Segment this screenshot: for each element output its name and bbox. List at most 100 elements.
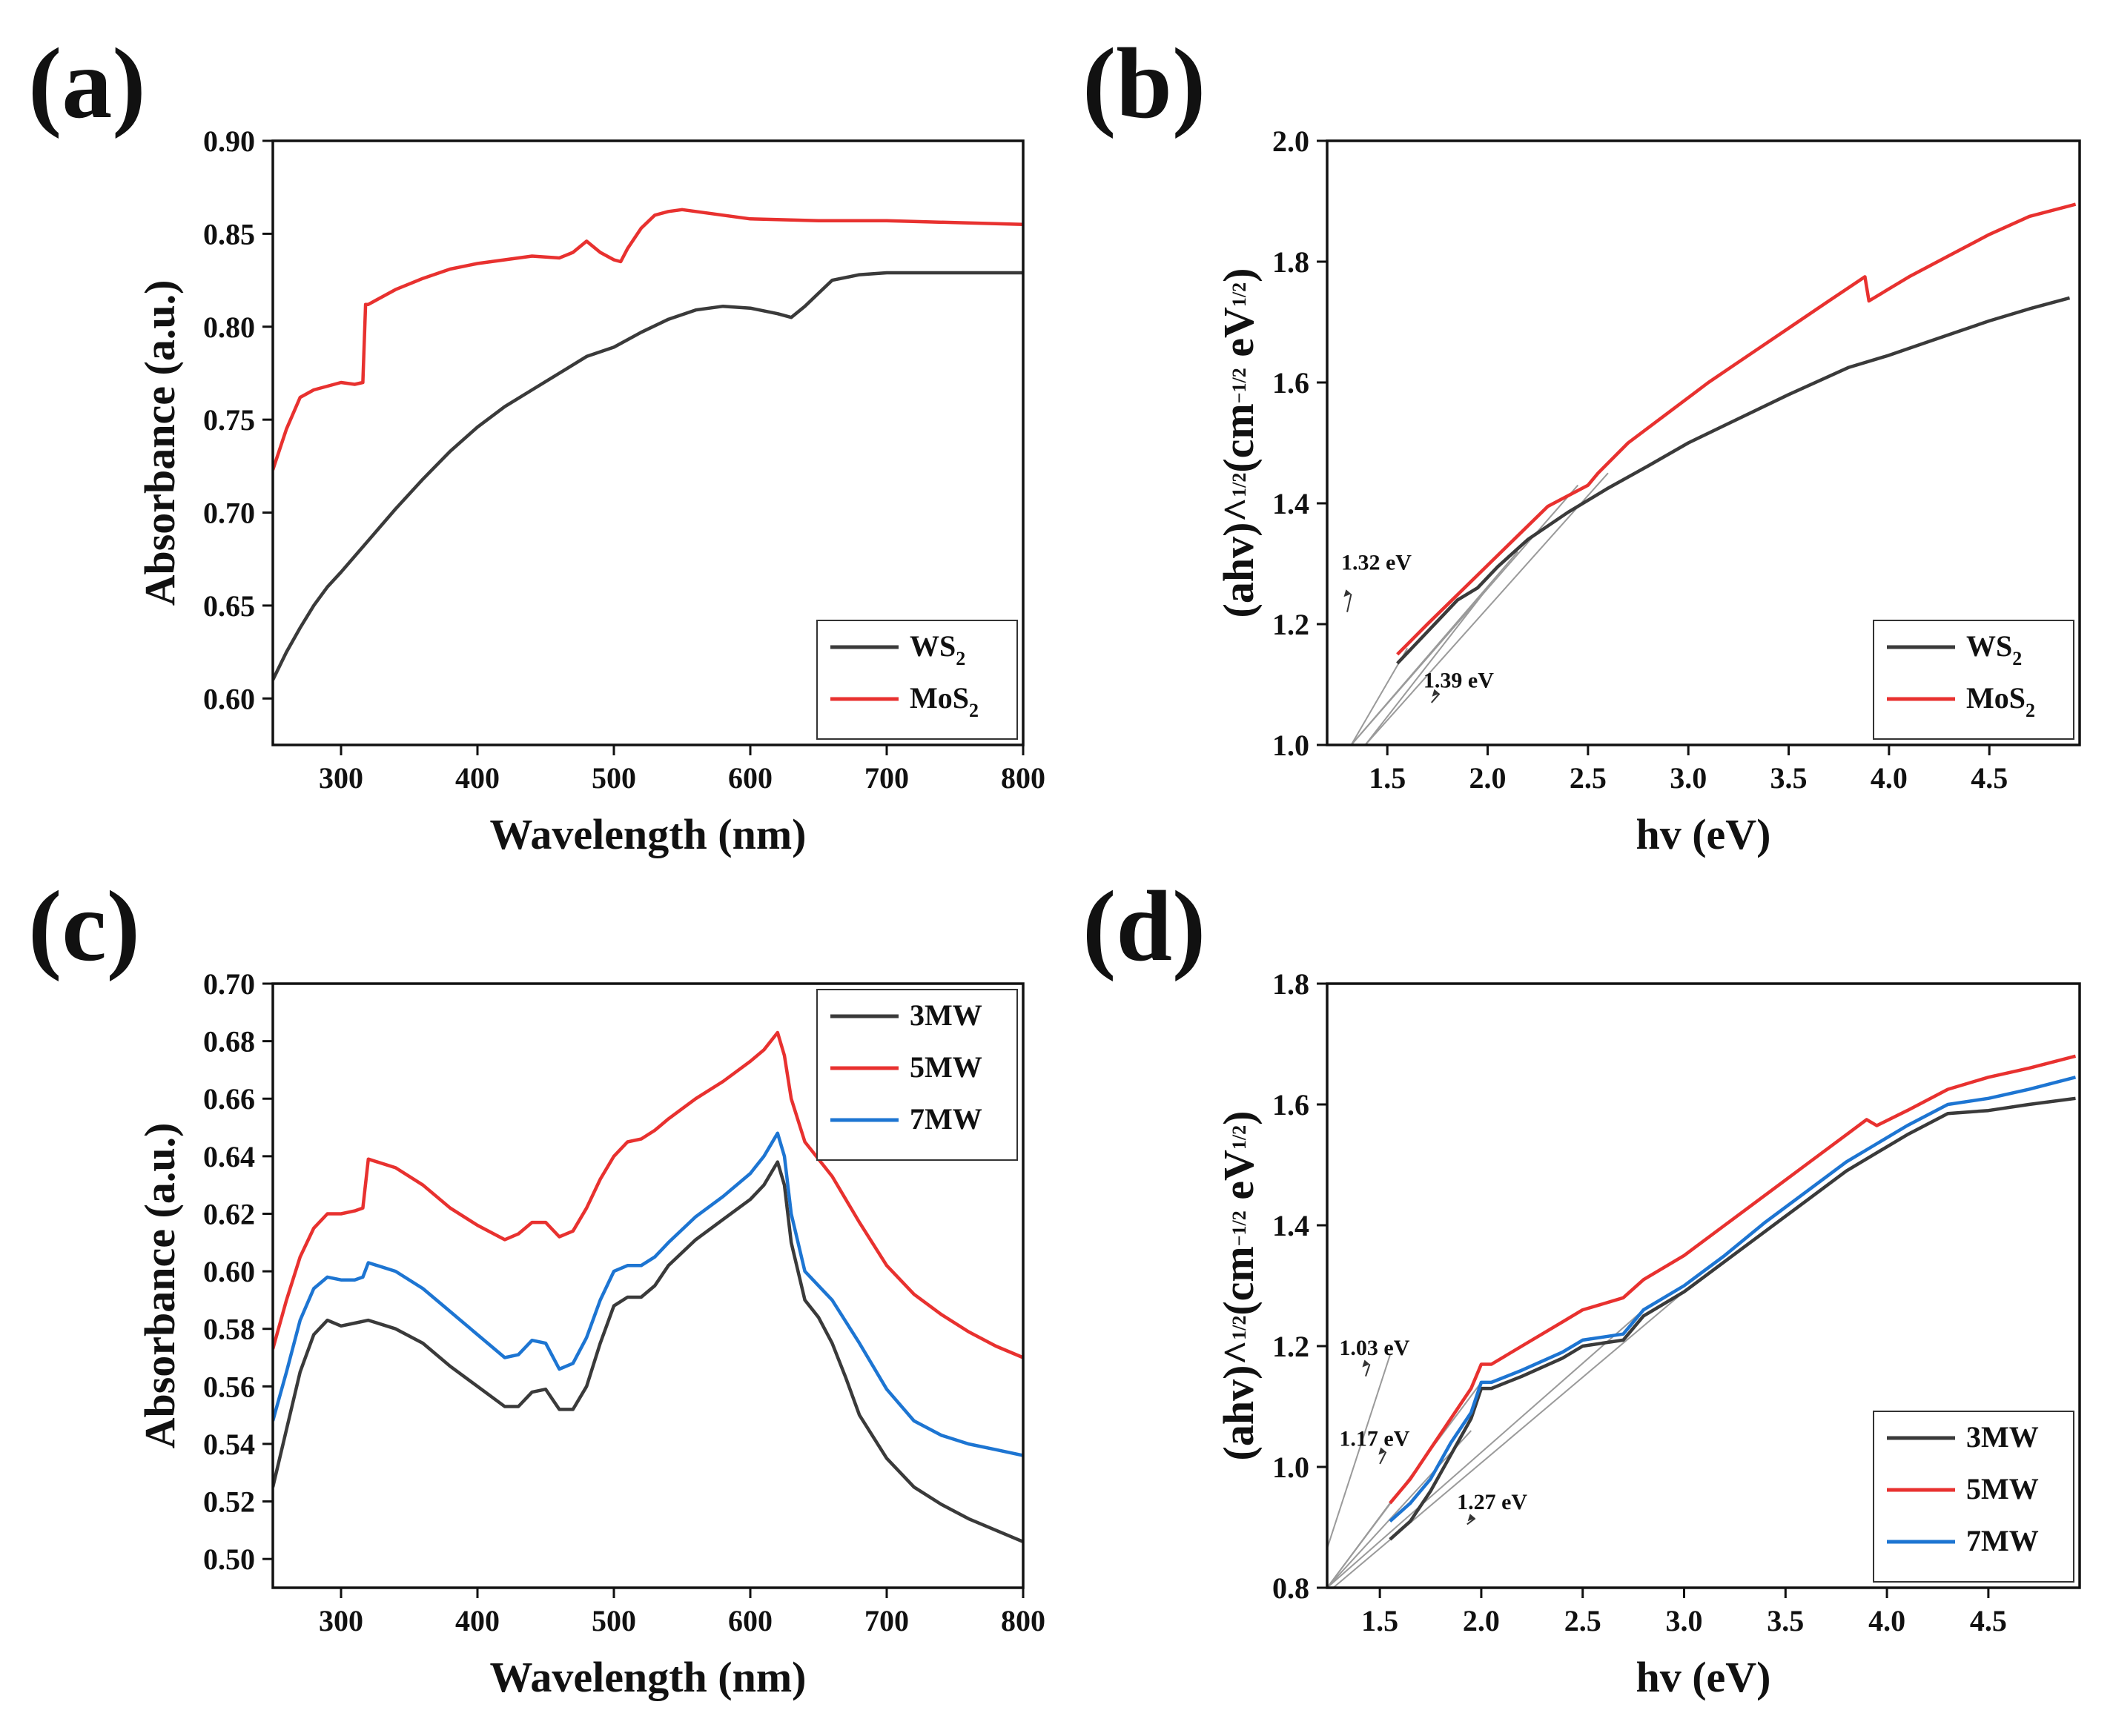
y-tick-label: 0.8 <box>1272 1571 1309 1605</box>
annotation-arrow <box>1430 693 1441 703</box>
fit-line <box>1350 551 1518 745</box>
series-line-3mw <box>273 1160 1023 1543</box>
series-line-mos2 <box>273 208 1023 471</box>
y-axis-title-part: −1/2 <box>1229 368 1250 403</box>
arrowhead-icon <box>1432 689 1440 697</box>
y-tick-label: 0.50 <box>203 1543 255 1576</box>
x-tick-label: 4.5 <box>1971 761 2008 795</box>
fit-line <box>1350 648 1409 745</box>
x-tick-label: 500 <box>592 1604 636 1637</box>
y-tick-label: 0.54 <box>203 1428 255 1461</box>
legend: 3MW 5MW 7MW <box>1873 1411 2074 1583</box>
series-line-7mw <box>1389 1076 2077 1523</box>
annotation-arrow <box>1346 594 1352 612</box>
x-tick-label: 3.0 <box>1666 1604 1703 1637</box>
legend-label-subscript: 2 <box>2012 648 2022 669</box>
panel-a: (a) 300 400 500 600 700 800 0.60 0.65 0.70 0.75 0.8… <box>28 28 1045 858</box>
y-tick-label: 0.70 <box>203 967 255 1001</box>
y-axis-title-part: 1/2 <box>1229 1316 1250 1340</box>
x-tick-label: 300 <box>319 1604 363 1637</box>
y-axis-title-part: ) <box>1214 1111 1263 1125</box>
y-axis-title-part: (cm <box>1214 1246 1263 1315</box>
legend-label-name: MoS <box>1966 681 2026 715</box>
fit-line <box>1327 1430 1472 1588</box>
legend: 3MW 5MW 7MW <box>816 989 1018 1161</box>
y-tick-label: 1.2 <box>1272 1330 1309 1363</box>
y-tick-label: 0.85 <box>203 217 255 251</box>
legend-label-name: 7MW <box>910 1102 982 1136</box>
panel-c: (c) 300 400 500 600 700 800 0.50 0.52 0.54 0.56 0.5… <box>28 871 1045 1701</box>
y-tick-label: 0.60 <box>203 1255 255 1288</box>
fit-line <box>1364 472 1609 745</box>
panel-letter: (a) <box>28 28 146 139</box>
x-tick-label: 400 <box>455 1604 500 1637</box>
x-tick-label: 3.5 <box>1770 761 1808 795</box>
fit-line <box>1327 1503 1391 1588</box>
x-tick-label: 400 <box>455 761 500 795</box>
x-tick-label: 500 <box>592 761 636 795</box>
legend-box <box>1873 620 2074 740</box>
legend-label-name: MoS <box>910 681 969 715</box>
annotation-arrow <box>1379 1451 1387 1465</box>
panel-b: (b) 1.32 eV 1.39 eV 1.5 2.0 2.5 3.0 3.5 4.0 4.5 1.… <box>1082 28 2081 858</box>
x-tick-label: 3.0 <box>1670 761 1707 795</box>
x-tick-label: 3.5 <box>1767 1604 1804 1637</box>
annotation-label: 1.03 eV <box>1339 1336 1409 1360</box>
plot-frame <box>271 982 1025 1589</box>
y-tick-label: 0.52 <box>203 1485 255 1519</box>
y-tick-label: 0.56 <box>203 1370 255 1403</box>
y-axis-title-part: 1/2 <box>1229 282 1250 307</box>
x-tick-label: 2.0 <box>1469 761 1507 795</box>
x-tick-label: 800 <box>1001 1604 1045 1637</box>
y-axis-title-part: −1/2 <box>1229 1210 1250 1246</box>
panel-letter: (c) <box>28 871 140 982</box>
y-tick-label: 1.8 <box>1272 967 1309 1001</box>
y-axis-title-part: 1/2 <box>1229 473 1250 497</box>
x-tick-label: 600 <box>728 761 773 795</box>
legend-label: 7MW <box>910 1102 982 1136</box>
x-tick-label: 700 <box>864 1604 909 1637</box>
annotation-label: 1.32 eV <box>1341 551 1412 575</box>
legend-label-subscript: 2 <box>956 648 965 669</box>
series-line-5mw <box>273 1030 1023 1359</box>
x-tick-label: 1.5 <box>1369 761 1406 795</box>
y-axis-title: (ahv)^1/2(cm−1/2 eV1/2) <box>1214 268 1263 618</box>
y-tick-label: 0.64 <box>203 1140 255 1173</box>
series-line-ws2 <box>1396 296 2071 665</box>
arrowhead-icon <box>1467 1514 1475 1522</box>
panel-letter: (b) <box>1082 28 1206 139</box>
annotation-arrow <box>1466 1517 1476 1525</box>
series-line-5mw <box>1389 1054 2077 1505</box>
y-tick-label: 1.0 <box>1272 729 1309 762</box>
legend-label-subscript: 2 <box>2026 700 2035 721</box>
y-tick-label: 1.4 <box>1272 487 1309 520</box>
legend-label-name: 7MW <box>1966 1524 2039 1557</box>
x-tick-label: 1.5 <box>1361 1604 1398 1637</box>
arrowhead-icon <box>1362 1359 1370 1368</box>
legend-label-name: 5MW <box>910 1050 982 1084</box>
plot-frame <box>1326 139 2081 746</box>
x-axis-title: hv (eV) <box>1636 810 1770 858</box>
x-tick-label: 4.5 <box>1970 1604 2007 1637</box>
x-tick-label: 4.0 <box>1871 761 1908 795</box>
y-tick-label: 0.58 <box>203 1313 255 1346</box>
annotation-label: 1.27 eV <box>1457 1490 1527 1514</box>
panel-letter: (d) <box>1082 871 1206 982</box>
legend-label-name: 3MW <box>1966 1420 2039 1454</box>
panel-d: (d) 1.03 eV 1.17 eV 1.27 eV 1.5 2.0 2.5 3.0 3.5 4… <box>1082 871 2081 1701</box>
y-axis-title-part: eV <box>1214 307 1263 368</box>
series-line-mos2 <box>1396 202 2077 656</box>
y-tick-label: 0.65 <box>203 589 255 623</box>
legend-label: 3MW <box>910 998 982 1032</box>
y-axis-title: (ahv)^1/2(cm−1/2 eV1/2) <box>1214 1111 1263 1461</box>
x-tick-label: 4.0 <box>1868 1604 1905 1637</box>
y-tick-label: 1.4 <box>1272 1209 1309 1242</box>
fit-line <box>1327 1309 1644 1588</box>
y-axis-title-part: (ahv)^ <box>1214 497 1263 618</box>
series-line-ws2 <box>273 271 1023 681</box>
legend-label: 5MW <box>1966 1472 2039 1505</box>
y-tick-label: 0.62 <box>203 1197 255 1230</box>
y-axis-title-part: (ahv)^ <box>1214 1340 1263 1461</box>
fit-line <box>1364 587 1489 745</box>
